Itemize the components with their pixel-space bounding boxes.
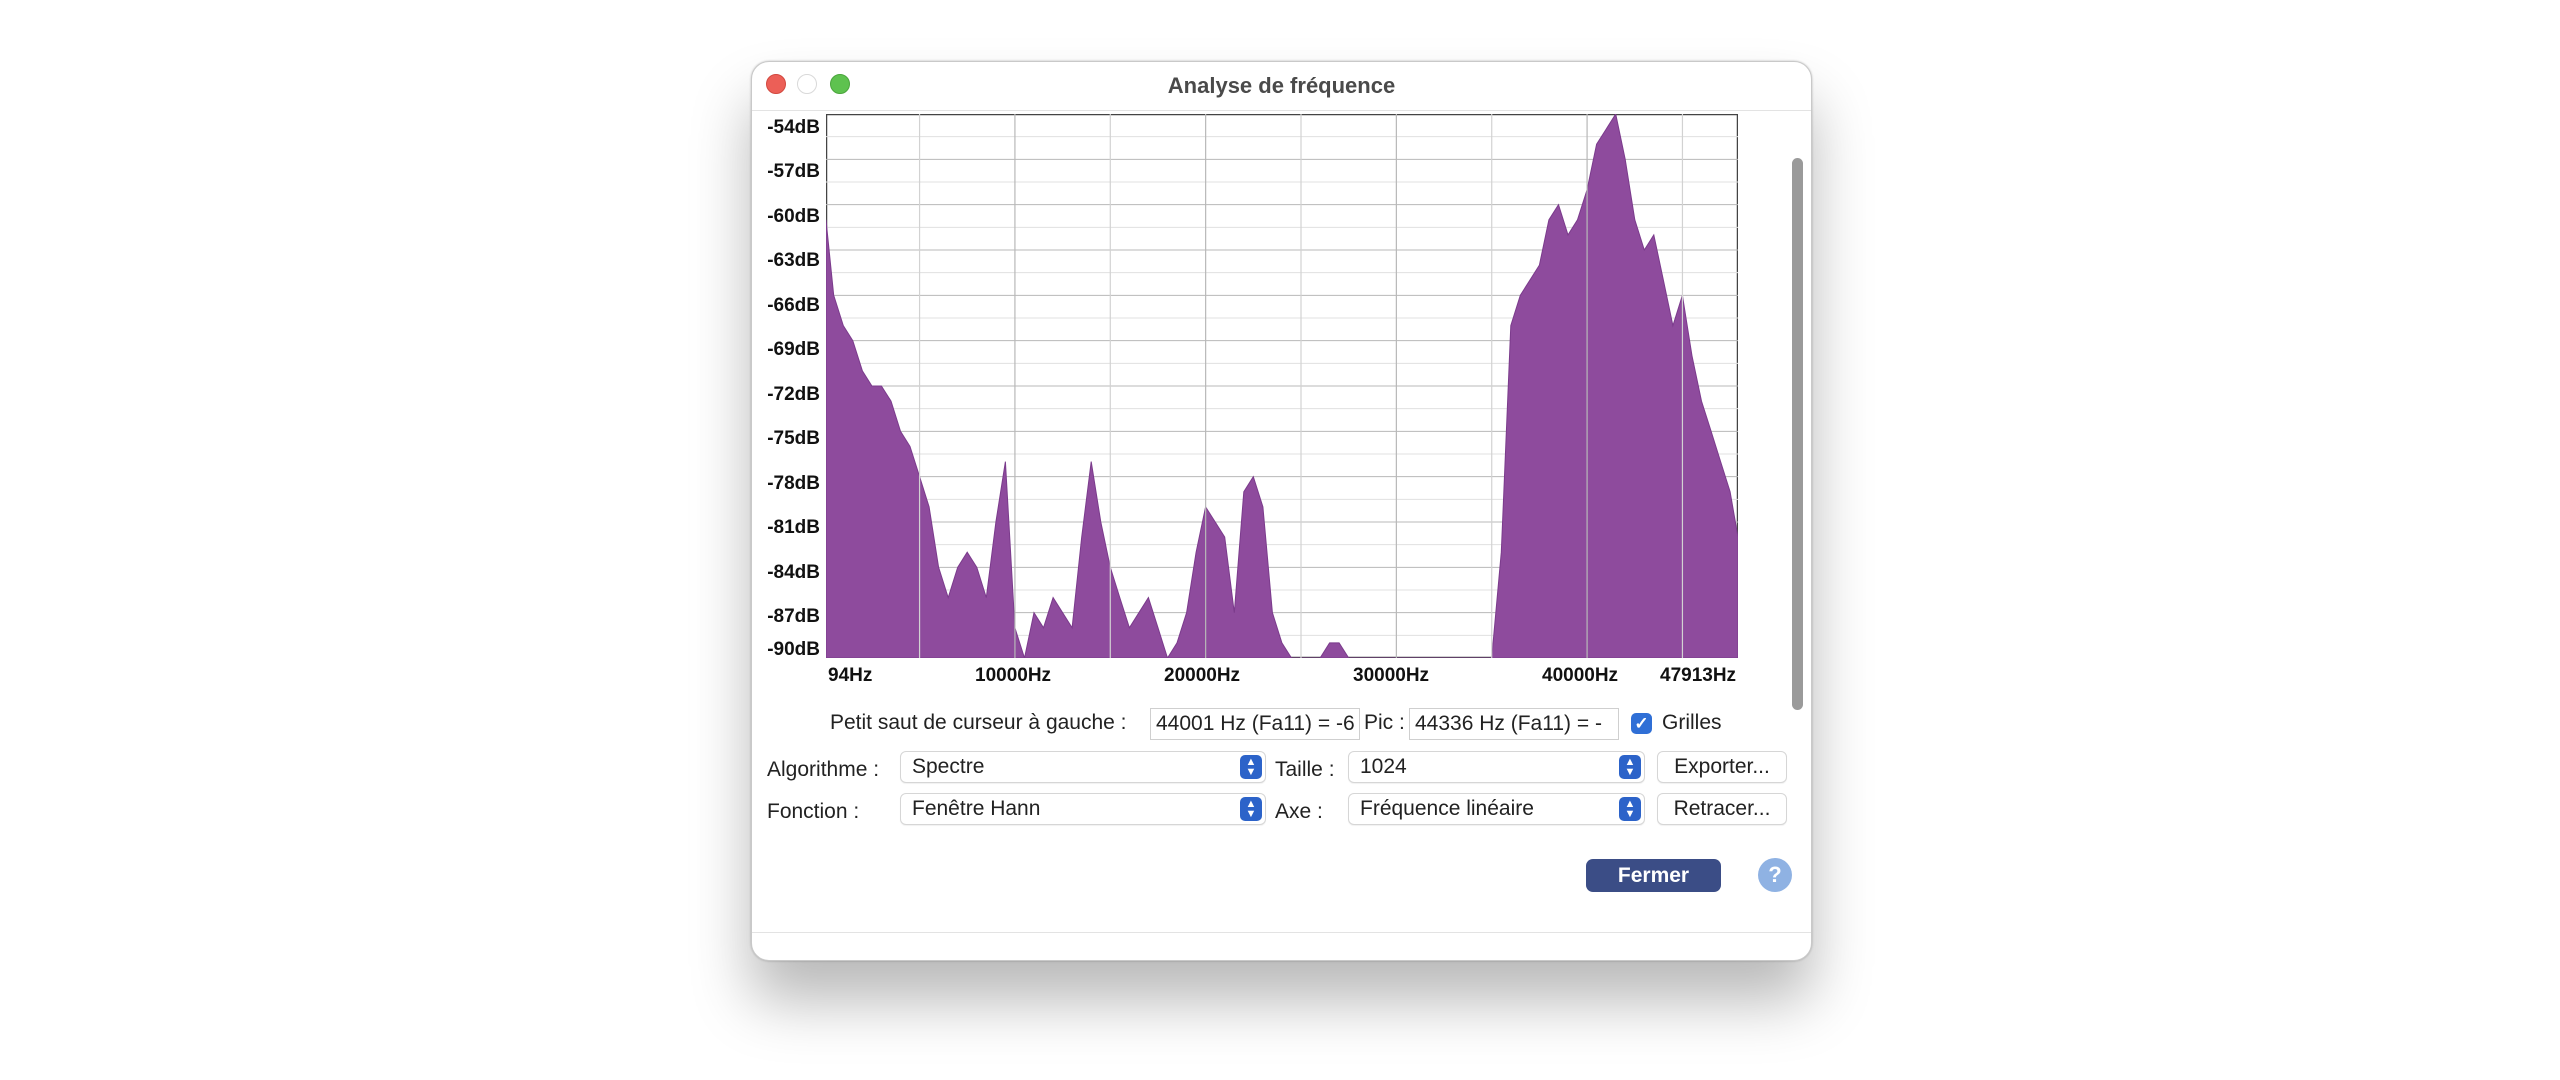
function-value: Fenêtre Hann [912,797,1041,820]
function-select[interactable]: Fenêtre Hann ▲ ▼ [900,793,1266,825]
stepper-icon: ▲ ▼ [1240,797,1262,821]
y-tick-label: -66dB [767,295,820,316]
axis-label: Axe : [1275,800,1323,823]
stepper-icon: ▲ ▼ [1619,755,1641,779]
algorithm-select[interactable]: Spectre ▲ ▼ [900,751,1266,783]
x-tick-label: 10000Hz [975,665,1052,686]
algorithm-value: Spectre [912,755,985,778]
help-button[interactable]: ? [1758,858,1792,892]
size-value: 1024 [1360,755,1407,778]
vertical-gridlines [918,114,1684,658]
y-tick-label: -63dB [767,250,820,271]
spectrum-area [826,114,1738,658]
replot-button[interactable]: Retracer... [1657,793,1787,825]
grids-label: Grilles [1662,711,1722,734]
stepper-icon: ▲ ▼ [1240,755,1262,779]
y-tick-label: -90dB [767,639,820,660]
bottom-divider [752,932,1811,933]
y-tick-label: -75dB [767,428,820,449]
y-tick-label: -84dB [767,562,820,583]
spectrum-plot[interactable] [826,114,1738,658]
window-title: Analyse de fréquence [1167,73,1396,98]
frequency-analysis-window: Analyse de fréquence -54dB -57dB -60dB -… [751,61,1812,961]
y-tick-label: -78dB [767,473,820,494]
x-tick-label: 20000Hz [1164,665,1241,686]
title-bar: Analyse de fréquence [752,62,1811,110]
x-tick-label: 94Hz [828,665,873,686]
close-button[interactable]: Fermer [1586,859,1721,892]
minimize-window-button[interactable] [797,74,817,94]
axis-value: Fréquence linéaire [1360,797,1534,820]
title-divider [752,110,1811,111]
vertical-scrollbar[interactable] [1792,158,1803,710]
peak-label: Pic : [1364,711,1405,734]
axis-select[interactable]: Fréquence linéaire ▲ ▼ [1348,793,1645,825]
y-tick-label: -87dB [767,606,820,627]
y-tick-label: -72dB [767,384,820,405]
x-tick-label: 30000Hz [1353,665,1430,686]
y-tick-label: -54dB [767,117,820,138]
y-tick-label: -60dB [767,206,820,227]
grids-checkbox[interactable]: ✓ [1631,713,1652,734]
cursor-value-field[interactable]: 44001 Hz (Fa11) = -6 [1150,708,1360,740]
zoom-window-button[interactable] [830,74,850,94]
y-tick-label: -57dB [767,161,820,182]
x-tick-label: 47913Hz [1660,665,1737,686]
size-label: Taille : [1275,758,1335,781]
peak-value-field[interactable]: 44336 Hz (Fa11) = - [1409,708,1619,740]
algorithm-label: Algorithme : [767,758,880,781]
function-label: Fonction : [767,800,860,823]
export-button[interactable]: Exporter... [1657,751,1787,783]
size-select[interactable]: 1024 ▲ ▼ [1348,751,1645,783]
y-tick-label: -69dB [767,339,820,360]
stepper-icon: ▲ ▼ [1619,797,1641,821]
close-window-button[interactable] [766,74,786,94]
cursor-label: Petit saut de curseur à gauche : [830,711,1127,734]
x-tick-label: 40000Hz [1542,665,1619,686]
y-tick-label: -81dB [767,517,820,538]
